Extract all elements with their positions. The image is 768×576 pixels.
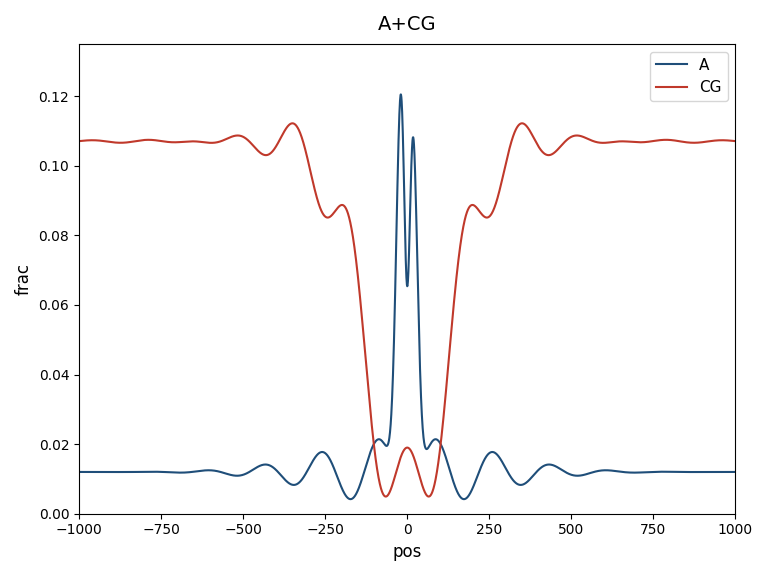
A xyxy=(521,479,531,486)
A xyxy=(74,468,84,475)
Legend: A, CG: A, CG xyxy=(650,51,728,101)
A xyxy=(396,91,406,98)
Y-axis label: frac: frac xyxy=(15,263,33,295)
CG xyxy=(167,139,176,146)
Line: A: A xyxy=(79,94,736,499)
CG xyxy=(288,120,297,127)
A xyxy=(346,496,355,503)
A xyxy=(405,230,414,237)
CG xyxy=(205,139,214,146)
A xyxy=(361,463,370,470)
CG xyxy=(74,138,84,145)
A xyxy=(354,486,363,492)
A xyxy=(205,467,214,473)
Line: CG: CG xyxy=(79,123,736,497)
X-axis label: pos: pos xyxy=(392,543,422,561)
CG xyxy=(731,138,740,145)
Title: A+CG: A+CG xyxy=(378,15,436,34)
CG xyxy=(405,445,414,452)
CG xyxy=(354,279,363,286)
A xyxy=(731,468,740,475)
CG xyxy=(521,122,531,129)
A xyxy=(167,469,176,476)
CG xyxy=(381,493,390,500)
CG xyxy=(361,357,370,363)
